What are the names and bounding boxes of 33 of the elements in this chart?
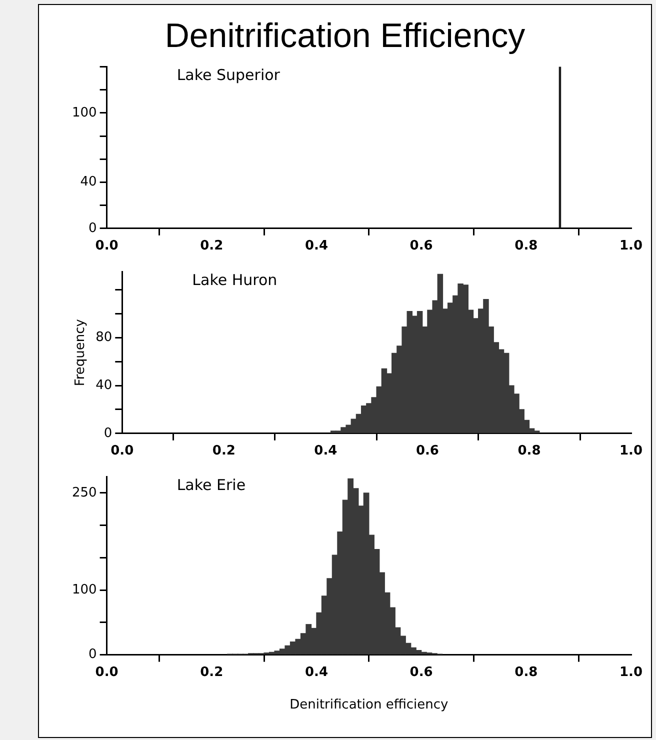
x-tick-label: 0.2 — [212, 444, 236, 459]
x-tick-label: 0.8 — [514, 664, 538, 680]
annotation: Lake Erie — [176, 476, 246, 494]
x-tick-label: 1.0 — [619, 238, 643, 254]
x-tick-label: 0.2 — [200, 238, 224, 254]
y-tick-label: 250 — [72, 485, 97, 500]
y-tick-label: 100 — [72, 105, 97, 120]
x-tick-label: 0.8 — [514, 238, 538, 254]
x-tick-label: 0.0 — [95, 238, 118, 254]
x-tick-label: 0.2 — [200, 664, 224, 680]
x-tick-label: 0.0 — [95, 664, 118, 680]
y-tick-label: 0 — [88, 647, 97, 662]
y-tick-label: 80 — [96, 330, 112, 346]
x-tick-label: 0.6 — [410, 664, 433, 680]
x-tick-label: 0.6 — [410, 238, 433, 254]
x-tick-label: 0.6 — [416, 444, 439, 459]
x-tick-label: 0.8 — [518, 444, 541, 459]
y-tick-label: 40 — [96, 378, 112, 393]
y-tick-label: 0 — [104, 426, 112, 441]
y-tick-label: 40 — [80, 174, 97, 190]
annotation: Lake Huron — [192, 271, 278, 290]
x-tick-label: 1.0 — [619, 664, 643, 680]
x-tick-label: 0.4 — [304, 664, 328, 680]
x-tick-label: 1.0 — [619, 444, 643, 459]
x-tick-label: 0.0 — [110, 444, 134, 459]
x-tick-label: 0.4 — [314, 444, 338, 459]
y-tick-label: 0 — [88, 220, 97, 236]
x-tick-label: 0.4 — [304, 238, 328, 254]
y-tick-label: 100 — [72, 582, 97, 598]
x-axis-title: Denitrification efficiency — [290, 698, 449, 713]
chart-title: Denitrification Efficiency — [164, 16, 526, 56]
annotation: Lake Superior — [176, 66, 281, 84]
y-axis-title: Frequency — [73, 318, 88, 386]
